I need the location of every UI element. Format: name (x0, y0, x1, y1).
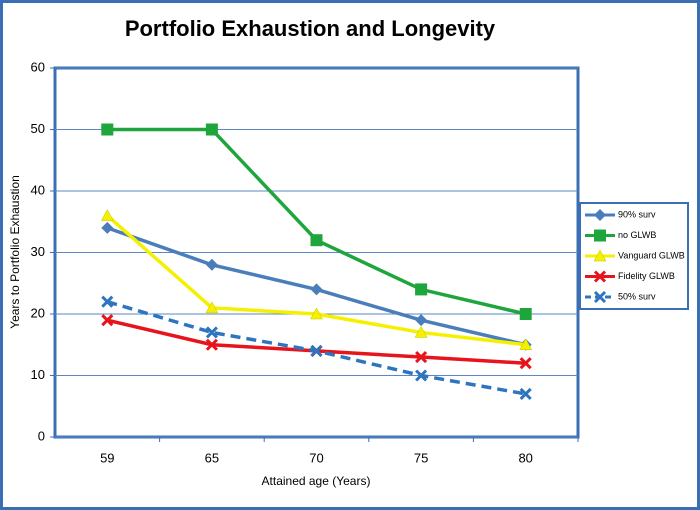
marker (100, 209, 114, 221)
marker (593, 270, 607, 283)
marker (205, 326, 218, 339)
x-tick-label: 80 (518, 450, 532, 465)
marker (101, 295, 114, 308)
marker (205, 258, 218, 271)
marker (593, 290, 607, 304)
marker (310, 307, 323, 320)
marker (415, 314, 428, 327)
marker (415, 369, 428, 382)
y-tick-label: 60 (31, 59, 45, 74)
marker (594, 209, 606, 221)
marker (101, 221, 114, 234)
marker (310, 344, 323, 357)
y-tick-label: 0 (38, 428, 45, 443)
marker (205, 338, 218, 351)
marker (415, 350, 428, 364)
marker (593, 249, 607, 262)
x-tick-label: 59 (100, 450, 114, 465)
y-tick-label: 40 (31, 182, 45, 197)
x-axis-label: Attained age (Years) (262, 474, 371, 488)
marker (310, 283, 323, 296)
y-tick-label: 30 (31, 244, 45, 259)
legend-label: 90% surv (618, 209, 656, 219)
legend-label: no GLWB (618, 230, 656, 240)
x-tick-label: 70 (309, 450, 323, 465)
legend-label: 50% surv (618, 291, 656, 301)
marker (205, 123, 218, 136)
marker (519, 338, 533, 350)
legend-label: Vanguard GLWB (618, 250, 685, 260)
chart-title: Portfolio Exhaustion and Longevity (125, 16, 496, 41)
marker (310, 234, 323, 247)
y-tick-label: 50 (31, 121, 45, 136)
marker (415, 283, 428, 296)
x-tick-label: 75 (414, 450, 428, 465)
x-tick-label: 65 (205, 450, 219, 465)
legend-label: Fidelity GLWB (618, 271, 675, 281)
marker (594, 229, 606, 242)
marker (414, 325, 428, 338)
y-tick-label: 10 (31, 367, 45, 382)
marker (205, 301, 219, 314)
y-axis-label: Years to Portfolio Exhaustion (8, 175, 22, 329)
marker (519, 308, 532, 320)
marker (101, 314, 114, 327)
y-tick-label: 20 (31, 305, 45, 320)
marker (101, 123, 114, 136)
marker (519, 357, 532, 370)
marker (519, 387, 532, 401)
